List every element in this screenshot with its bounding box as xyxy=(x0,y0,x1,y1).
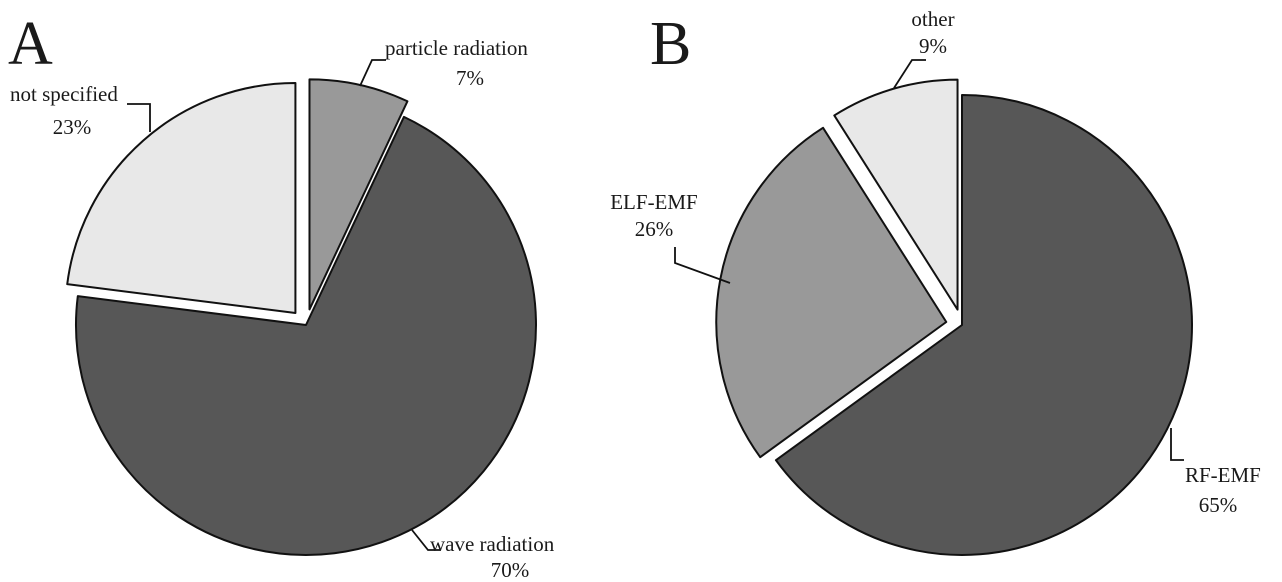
pie-slice-not-specified xyxy=(66,82,297,314)
label-particle-radiation: particle radiation xyxy=(385,36,528,60)
leader-not-specified xyxy=(127,103,151,132)
pie-slice-other xyxy=(833,78,959,311)
value-particle-radiation: 7% xyxy=(456,66,484,90)
panel-letter-a: A xyxy=(8,10,53,78)
chart-b: B other 9% ELF-EMF 26% RF-EMF 65% xyxy=(610,7,1261,556)
pie-b-slices xyxy=(715,78,1193,556)
label-other: other xyxy=(911,7,954,31)
label-wave-radiation: wave radiation xyxy=(430,532,555,556)
value-rf-emf: 65% xyxy=(1199,493,1238,517)
leader-wave-radiation xyxy=(411,529,440,551)
chart-a: A not specified 23% particle radiation 7… xyxy=(8,10,555,582)
leader-particle-radiation xyxy=(359,59,386,87)
pie-slice-wave-radiation xyxy=(75,115,537,556)
leader-other xyxy=(893,59,926,89)
label-not-specified: not specified xyxy=(10,82,118,106)
leader-elf-emf xyxy=(674,247,731,284)
value-elf-emf: 26% xyxy=(635,217,674,241)
value-wave-radiation: 70% xyxy=(491,558,530,582)
pie-a-slices xyxy=(66,78,537,556)
label-rf-emf: RF-EMF xyxy=(1185,463,1261,487)
leader-rf-emf xyxy=(1170,428,1184,461)
label-elf-emf: ELF-EMF xyxy=(610,190,698,214)
panel-letter-b: B xyxy=(650,10,691,78)
value-not-specified: 23% xyxy=(53,115,92,139)
pie-slice-rf-emf xyxy=(774,94,1193,556)
value-other: 9% xyxy=(919,34,947,58)
